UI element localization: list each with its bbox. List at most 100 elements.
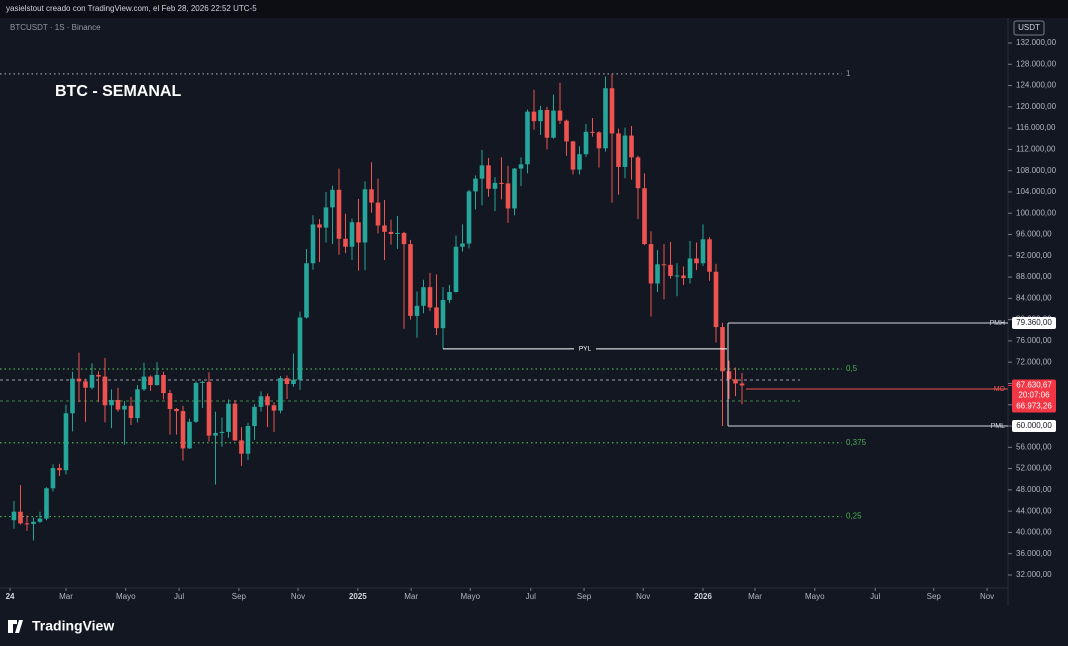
candle-body bbox=[11, 511, 17, 521]
x-tick-label: Jul bbox=[174, 592, 184, 601]
y-tick-label: 124.000,00 bbox=[1016, 81, 1057, 90]
candle-body bbox=[76, 378, 82, 382]
candle-body bbox=[525, 111, 530, 165]
candle-body bbox=[206, 381, 212, 436]
candle-body bbox=[531, 111, 537, 122]
candle-body bbox=[219, 431, 225, 433]
x-tick-label: Mayo bbox=[116, 592, 136, 601]
candle-body bbox=[642, 188, 647, 245]
candle-body bbox=[453, 246, 459, 292]
candle-body bbox=[609, 88, 615, 134]
candle-body bbox=[421, 287, 426, 306]
candle-body bbox=[492, 182, 498, 189]
y-tick-label: 56.000,00 bbox=[1016, 442, 1052, 451]
candle-body bbox=[362, 189, 368, 243]
candle-body bbox=[570, 141, 576, 170]
candle-body bbox=[668, 264, 673, 277]
candle-body bbox=[193, 382, 199, 422]
x-tick-label: Mar bbox=[59, 592, 73, 601]
candle-body bbox=[239, 440, 244, 454]
x-tick-label: Mar bbox=[748, 592, 762, 601]
candle-body bbox=[551, 110, 556, 138]
chart-title: BTC - SEMANAL bbox=[55, 83, 181, 100]
candle-body bbox=[603, 88, 608, 149]
y-tick-label: 72.000,00 bbox=[1016, 357, 1052, 366]
y-tick-label: 32.000,00 bbox=[1016, 570, 1052, 579]
x-tick-label: 2025 bbox=[349, 592, 367, 601]
candle-body bbox=[700, 239, 706, 264]
candle-body bbox=[544, 110, 550, 138]
footer bbox=[0, 606, 1068, 646]
x-tick-label: Sep bbox=[927, 592, 942, 601]
candle-body bbox=[577, 154, 582, 170]
fib-label: 0,5 bbox=[846, 364, 858, 373]
candle-body bbox=[297, 317, 303, 380]
y-tick-label: 52.000,00 bbox=[1016, 464, 1052, 473]
candle-body bbox=[713, 271, 719, 328]
candle-body bbox=[180, 411, 186, 449]
price-label-bg bbox=[1012, 317, 1056, 330]
fib-label: 0,25 bbox=[846, 512, 862, 521]
candle-body bbox=[499, 182, 504, 184]
candle-body bbox=[271, 405, 277, 411]
x-tick-label: Sep bbox=[577, 592, 592, 601]
candle-body bbox=[343, 238, 348, 247]
candle-body bbox=[356, 222, 361, 243]
candle-body bbox=[557, 110, 563, 121]
header-bar bbox=[0, 0, 1068, 18]
fib-label: 0,375 bbox=[846, 438, 867, 447]
candle-body bbox=[694, 258, 699, 264]
last-price-bg bbox=[1012, 379, 1056, 413]
mo-price: 66.973,26 bbox=[1016, 402, 1052, 411]
candle-body bbox=[473, 178, 478, 192]
candle-body bbox=[427, 287, 433, 308]
candle-body bbox=[31, 521, 36, 524]
x-tick-label: 24 bbox=[6, 592, 15, 601]
candle-body bbox=[661, 264, 667, 266]
candle-body bbox=[655, 264, 660, 284]
brand: TradingView bbox=[32, 618, 114, 634]
candle-body bbox=[414, 305, 420, 316]
x-tick-label: Mar bbox=[404, 592, 418, 601]
candle-body bbox=[83, 381, 88, 388]
candle-body bbox=[733, 379, 738, 384]
y-tick-label: 40.000,00 bbox=[1016, 528, 1052, 537]
y-tick-label: 116.000,00 bbox=[1016, 123, 1056, 132]
fib-label: 1 bbox=[846, 69, 851, 78]
countdown: 20:07:06 bbox=[1018, 391, 1050, 400]
candle-body bbox=[57, 468, 62, 471]
candle-body bbox=[317, 224, 322, 228]
logo bbox=[8, 620, 23, 633]
candle-body bbox=[330, 189, 335, 208]
candle-body bbox=[115, 399, 121, 410]
level-name: MO bbox=[994, 386, 1006, 393]
x-tick-label: 2026 bbox=[694, 592, 712, 601]
candle-body bbox=[460, 243, 465, 247]
candle-body bbox=[128, 405, 134, 419]
candle-body bbox=[382, 225, 387, 232]
candle-body bbox=[102, 376, 108, 406]
currency-box bbox=[1013, 20, 1045, 36]
candle-body bbox=[141, 376, 147, 390]
price-label: 79.360,00 bbox=[1016, 318, 1052, 327]
x-tick-label: Nov bbox=[980, 592, 994, 601]
candle-body bbox=[395, 232, 400, 234]
candle-body bbox=[434, 307, 439, 329]
level-name: PML bbox=[991, 423, 1006, 430]
candle-body bbox=[323, 207, 329, 228]
candle-body bbox=[629, 135, 634, 158]
candle-body bbox=[583, 131, 589, 155]
x-tick-label: Nov bbox=[636, 592, 650, 601]
candle-body bbox=[24, 523, 30, 525]
x-tick-label: Mayo bbox=[461, 592, 481, 601]
candle-body bbox=[739, 383, 745, 386]
price-label: 60.000,00 bbox=[1016, 421, 1052, 430]
candle-body bbox=[687, 258, 693, 279]
candle-body bbox=[70, 378, 75, 414]
candle-body bbox=[440, 299, 446, 329]
candle-body bbox=[635, 157, 641, 189]
candle-body bbox=[252, 406, 257, 427]
y-tick-label: 48.000,00 bbox=[1016, 485, 1052, 494]
candle-body bbox=[388, 231, 394, 234]
